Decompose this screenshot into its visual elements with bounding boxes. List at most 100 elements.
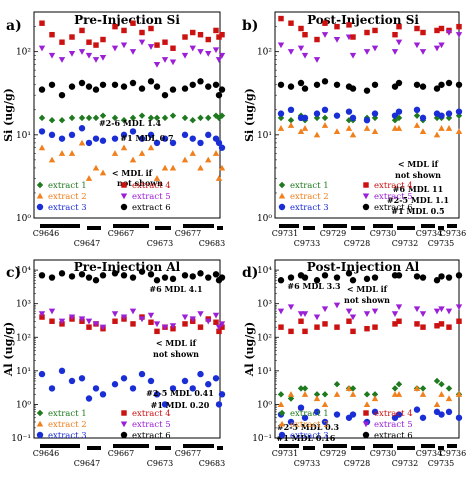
y-tick-label: 10³	[16, 300, 31, 310]
extract-3-point	[38, 370, 46, 378]
extract-3-point	[333, 112, 341, 119]
extract-5-point	[120, 193, 128, 200]
sample-bar	[373, 444, 393, 448]
extract-5-point	[363, 49, 371, 55]
extract-4-point	[59, 39, 65, 45]
y-tick-label: 10⁻¹	[252, 434, 272, 444]
sample-bar	[438, 226, 444, 230]
annotation: #6 MDL 4.1	[149, 284, 202, 294]
extract-3-point	[85, 395, 93, 402]
extract-4-point	[213, 27, 219, 34]
extract-5-point	[301, 311, 309, 317]
extract-5-point	[181, 314, 189, 321]
extract-4-point	[434, 323, 440, 329]
y-tick-label: 10⁴	[16, 266, 31, 276]
extract-4-point	[334, 324, 340, 330]
sample-label: C9646	[33, 229, 59, 238]
extract-1-point	[181, 114, 189, 122]
y-tick-label: 10³	[257, 300, 272, 310]
extract-3-point	[169, 385, 177, 392]
extract-6-point	[413, 273, 421, 280]
extract-4-point	[446, 324, 452, 330]
legend-label: extract 6	[132, 431, 171, 441]
sample-label: C9735	[428, 239, 454, 248]
legend-label: extract 5	[374, 192, 413, 202]
extract-6-point	[363, 275, 371, 283]
sample-label: C9731	[272, 449, 298, 458]
legend-label: extract 2	[48, 420, 87, 430]
extract-6-point	[419, 274, 427, 281]
plot-frame	[33, 259, 221, 439]
sample-bar	[323, 444, 347, 448]
sample-bar	[421, 224, 435, 228]
extract-5-point	[277, 42, 285, 49]
extract-5-point	[38, 45, 46, 52]
y-axis-label: Al (ug/g)	[243, 322, 256, 377]
extract-1-point	[333, 381, 341, 388]
extract-5-point	[169, 59, 177, 66]
extract-3-point	[169, 139, 177, 147]
annotation: #1 MDL 0.5	[391, 206, 444, 216]
extract-5-point	[391, 49, 399, 55]
extract-6-point	[313, 277, 321, 284]
extract-3-point	[413, 406, 421, 413]
extract-2-point	[218, 164, 226, 171]
extract-3-point	[313, 408, 321, 416]
extract-5-point	[120, 421, 128, 428]
extract-5-point	[419, 311, 427, 317]
extract-2-point	[419, 128, 427, 134]
extract-6-point	[120, 431, 128, 439]
legend-label: extract 5	[132, 420, 171, 430]
extract-6-point	[218, 86, 226, 93]
sample-label: C9677	[175, 229, 201, 238]
extract-1-point	[92, 114, 100, 122]
sample-bar	[447, 224, 457, 228]
sample-label: C9732	[392, 239, 418, 248]
extract-6-point	[138, 85, 146, 92]
extract-5-point	[218, 321, 226, 328]
extract-4-point	[414, 321, 420, 327]
panel-title: Pre-Injection Si	[74, 13, 180, 27]
extract-5-point	[212, 47, 220, 54]
extract-2-point	[438, 391, 445, 397]
extract-5-point	[363, 311, 371, 317]
extract-4-point	[182, 34, 188, 40]
annotation: not shown	[117, 178, 163, 188]
extract-2-point	[205, 156, 212, 163]
extract-4-point	[182, 321, 188, 327]
panel-c: c) Pre-Injection Al Al (ug/g) 10⁻¹ 10⁰ 10¹ 10²…	[2, 259, 226, 468]
sample-label: C9730	[370, 229, 396, 238]
extract-5-point	[313, 57, 321, 63]
legend-label: extract 1	[48, 181, 87, 191]
extract-3-point	[455, 414, 463, 421]
extract-6-point	[181, 272, 189, 279]
extract-2-point	[287, 391, 295, 397]
extract-5-point	[362, 193, 370, 200]
extract-6-point	[147, 271, 155, 278]
extract-4-point	[298, 25, 304, 32]
extract-5-point	[78, 316, 86, 323]
extract-1-point	[85, 114, 93, 122]
extract-2-point	[301, 391, 309, 397]
extract-2-point	[197, 164, 204, 171]
extract-3-point	[278, 203, 286, 211]
extract-1-point	[438, 381, 445, 388]
legend-label: extract 6	[374, 431, 413, 441]
sample-label: C9734	[416, 449, 442, 458]
extract-4-point	[288, 20, 294, 26]
extract-2-point	[363, 125, 371, 131]
sample-bar	[303, 226, 315, 230]
extract-5-point	[371, 45, 379, 52]
extract-4-point	[350, 328, 356, 335]
extract-4-point	[420, 324, 426, 330]
legend-label: extract 5	[374, 420, 413, 430]
extract-5-point	[68, 314, 76, 321]
extract-6-point	[68, 83, 76, 90]
extract-6-point	[362, 431, 370, 439]
extract-4-point	[346, 22, 352, 28]
legend-label: extract 3	[48, 203, 87, 213]
annotation: #2-5 MDL 0.41	[146, 388, 214, 398]
extract-5-point	[297, 45, 305, 52]
y-tick-label: 10⁻¹	[11, 434, 31, 444]
extract-6-point	[111, 270, 119, 277]
